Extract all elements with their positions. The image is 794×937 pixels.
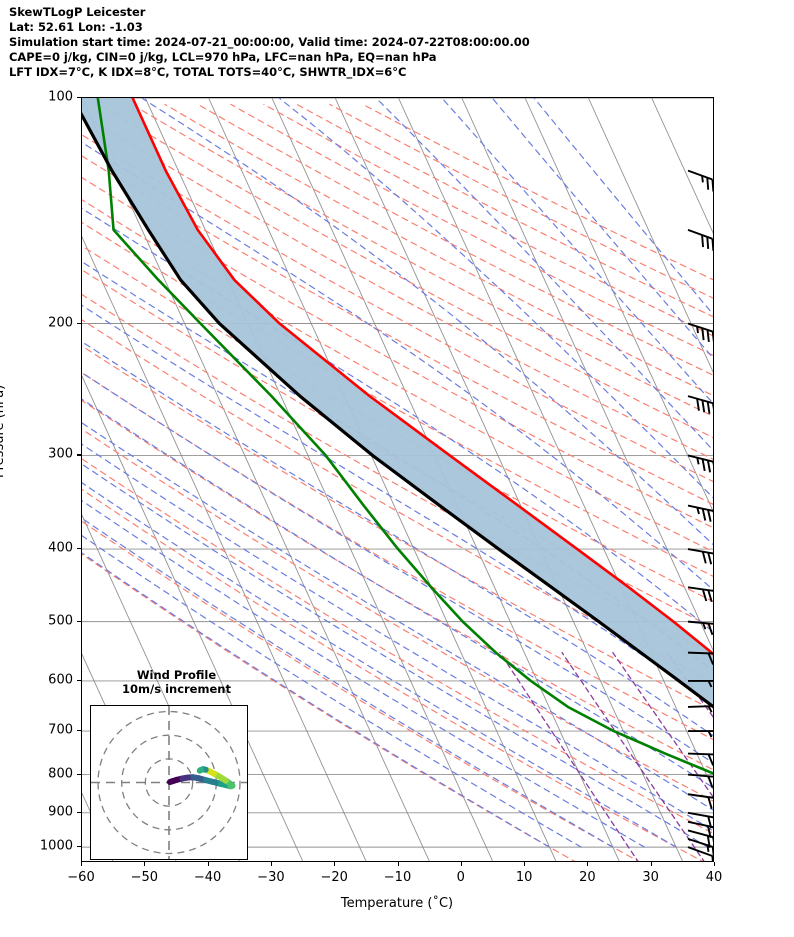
header-line-times: Simulation start time: 2024-07-21_00:00:… [9,35,530,50]
y-tick-label: 300 [48,446,73,462]
y-tick-mark [76,846,81,848]
y-tick-label: 500 [48,613,73,629]
x-tick-label: −10 [383,870,412,885]
wind-profile-title: Wind Profile 10m/s increment [94,668,259,696]
header-text-block: SkewTLogP Leicester Lat: 52.61 Lon: -1.0… [9,5,789,80]
x-tick-label: −40 [193,870,222,885]
x-tick-mark [460,862,462,866]
y-tick-label: 200 [48,315,73,330]
y-tick-mark [76,730,81,732]
x-tick-mark [144,862,146,866]
y-tick-mark [76,322,81,324]
wind-profile-title-line1: Wind Profile [136,668,217,682]
y-tick-mark [76,548,81,550]
wind-profile-title-line2: 10m/s increment [122,682,231,696]
y-tick-label: 1000 [39,838,73,854]
x-tick-mark [81,862,83,866]
x-tick-mark [397,862,399,866]
x-tick-mark [334,862,336,866]
y-tick-mark [76,454,81,456]
y-tick-mark [76,620,81,622]
header-line-indices: LFT IDX=7°C, K IDX=8°C, TOTAL TOTS=40°C,… [9,65,407,80]
x-tick-label: 30 [642,870,659,885]
y-tick-mark [76,679,81,682]
x-tick-label: −20 [320,870,348,885]
y-tick-label: 800 [48,766,73,782]
x-tick-mark [207,862,209,866]
x-tick-label: 40 [705,870,723,885]
x-axis-title: Temperature (˚C) [340,896,454,911]
x-tick-mark [524,862,526,866]
y-tick-mark [76,811,81,813]
x-tick-mark [714,862,716,866]
y-tick-mark [76,773,81,775]
header-line-latlon: Lat: 52.61 Lon: -1.03 [9,20,143,35]
x-tick-label: 10 [515,870,533,885]
y-tick-label: 100 [48,89,73,105]
x-tick-label: 0 [456,870,465,885]
x-tick-mark [270,862,272,866]
y-tick-label: 700 [48,722,73,738]
x-tick-mark [587,862,589,866]
y-tick-label: 600 [48,672,73,688]
header-line-title: SkewTLogP Leicester [9,5,146,19]
y-tick-label: 400 [48,540,73,556]
header-line-cape: CAPE=0 j/kg, CIN=0 j/kg, LCL=970 hPa, LF… [9,50,437,65]
x-tick-label: 20 [579,870,596,885]
hodograph-svg [91,706,247,859]
y-axis-title: Pressure (hPa) [0,384,7,478]
x-tick-mark [650,862,652,866]
hodograph-inset [90,705,248,860]
y-tick-mark [76,97,81,99]
x-tick-label: −50 [130,870,159,885]
x-tick-label: −60 [67,870,95,885]
y-tick-label: 900 [48,804,73,820]
x-tick-label: −30 [257,870,285,885]
skewt-profile-curves [82,98,713,861]
